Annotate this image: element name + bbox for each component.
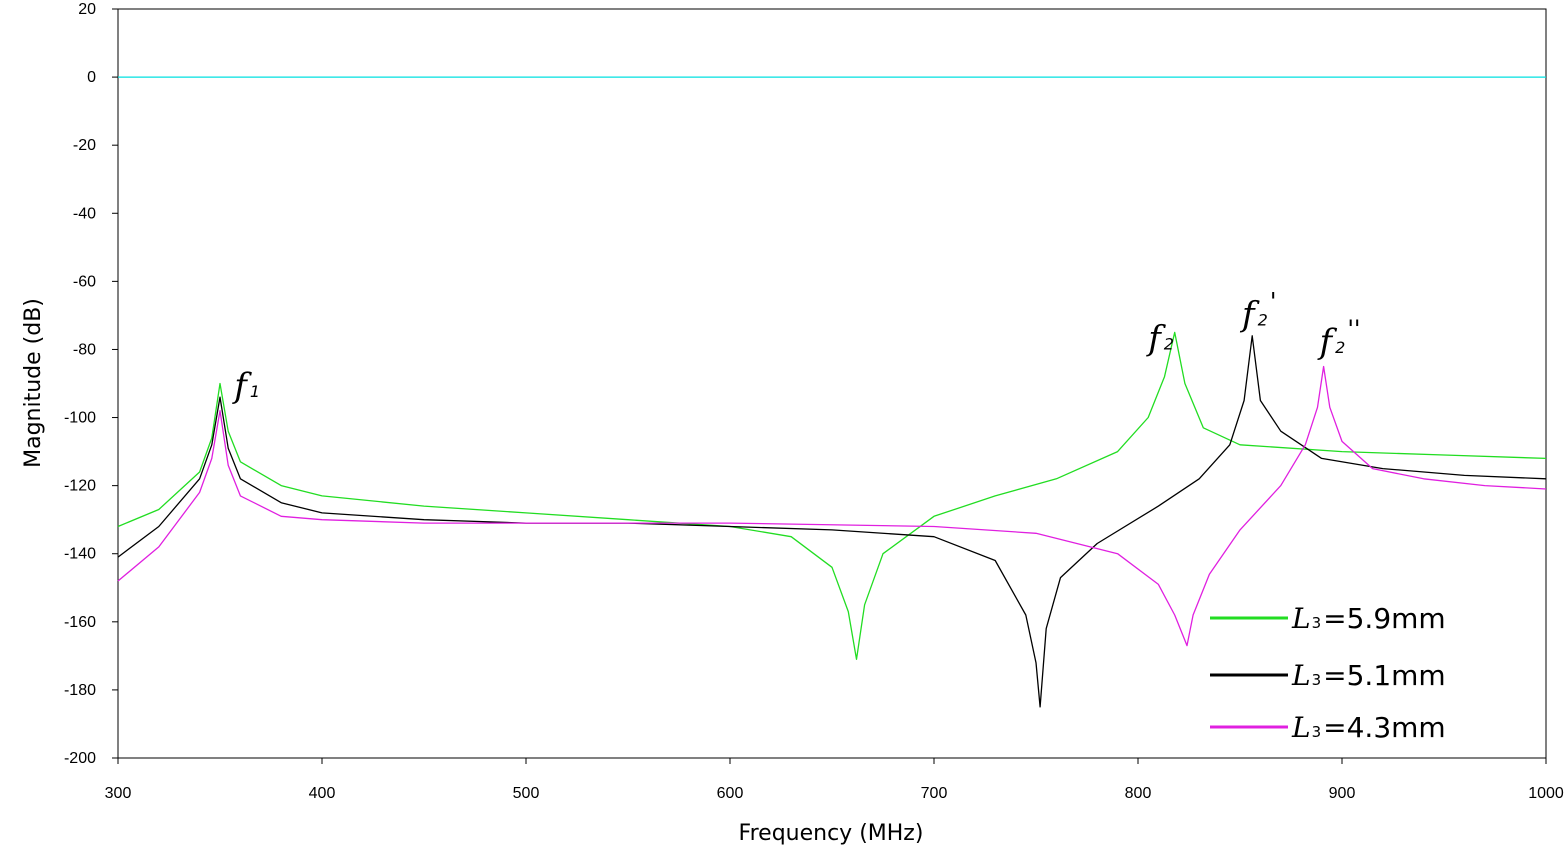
y-tick-label: -140 <box>64 546 96 563</box>
x-tick-label: 1000 <box>1528 785 1564 802</box>
y-tick-label: 20 <box>78 1 96 18</box>
series-layer <box>117 331 1547 708</box>
series-line-3 <box>117 365 1547 647</box>
legend-label-3: L3=4.3mm <box>1291 711 1446 744</box>
y-tick-label: -80 <box>73 341 96 358</box>
x-tick-label: 600 <box>717 785 744 802</box>
x-tick-label: 900 <box>1329 785 1356 802</box>
y-tick-label: -60 <box>73 273 96 290</box>
legend-label-1: L3=5.9mm <box>1291 602 1446 635</box>
series-line-2 <box>117 335 1547 708</box>
legend: L3=5.9mm L3=5.1mm L3=4.3mm <box>1210 602 1446 744</box>
y-tick-label: -160 <box>64 614 96 631</box>
legend-label-2: L3=5.1mm <box>1291 659 1446 692</box>
y-tick-label: -120 <box>64 478 96 495</box>
x-axis-title: Frequency (MHz) <box>739 821 924 846</box>
plot-area <box>117 8 1547 759</box>
series-line-1 <box>117 331 1547 660</box>
y-tick-label: -40 <box>73 205 96 222</box>
y-tick-label: -180 <box>64 682 96 699</box>
y-tick-label: -200 <box>64 750 96 767</box>
x-tick-label: 300 <box>105 785 132 802</box>
y-axis-title: Magnitude (dB) <box>21 298 46 468</box>
x-tick-label: 700 <box>921 785 948 802</box>
y-tick-label: -100 <box>64 410 96 427</box>
y-tick-label: 0 <box>87 69 96 86</box>
x-tick-label: 500 <box>513 785 540 802</box>
x-tick-label: 800 <box>1125 785 1152 802</box>
x-tick-label: 400 <box>309 785 336 802</box>
x-ticks: 300 400 500 600 700 800 900 1000 <box>105 758 1564 802</box>
y-tick-label: -20 <box>73 137 96 154</box>
y-ticks: 20 0 -20 -40 -60 -80 -100 -120 -140 -160 -180 -200 <box>64 1 118 767</box>
